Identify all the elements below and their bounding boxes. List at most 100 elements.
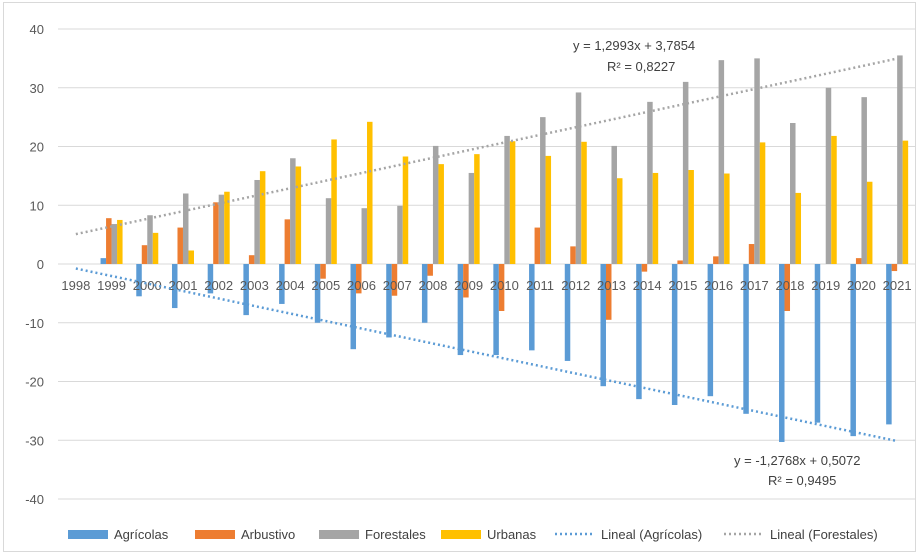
x-tick-label: 2020 xyxy=(847,278,876,293)
bar-forestales-2011 xyxy=(540,117,546,265)
legend-swatch-urbanas xyxy=(441,530,481,539)
bar-urbanas-2005 xyxy=(331,139,337,264)
bar-forestales-2007 xyxy=(397,205,403,264)
y-tick-label: 40 xyxy=(30,22,44,37)
legend-label-forestales: Forestales xyxy=(365,527,426,542)
bar-agricolas-2005 xyxy=(314,264,321,323)
x-tick-label: 2007 xyxy=(383,278,412,293)
bar-forestales-2009 xyxy=(468,172,475,264)
bar-forestales-2000 xyxy=(147,215,153,264)
x-tick-label: 2019 xyxy=(811,278,840,293)
bar-forestales-2020 xyxy=(861,97,867,265)
bar-urbanas-2013 xyxy=(616,178,623,264)
x-tick-label: 1998 xyxy=(61,278,90,293)
legend-label-urbanas: Urbanas xyxy=(487,527,537,542)
bar-agricolas-2009 xyxy=(457,264,464,356)
legend-label-agricolas: Agrícolas xyxy=(114,527,169,542)
legend-swatch-arbustivo xyxy=(195,530,235,539)
bar-urbanas-2002 xyxy=(224,191,230,264)
bar-forestales-2015 xyxy=(682,81,689,265)
trendline-forestales-r2: R² = 0,8227 xyxy=(607,59,675,74)
x-tick-label: 2011 xyxy=(526,278,554,293)
bar-urbanas-2007 xyxy=(402,156,409,264)
bar-urbanas-2003 xyxy=(259,171,266,264)
bar-arbustivo-2008 xyxy=(427,264,433,276)
bar-urbanas-2017 xyxy=(759,142,766,264)
bar-agricolas-2004 xyxy=(279,264,285,304)
bar-agricolas-2010 xyxy=(493,264,499,356)
trendline-agricolas-r2: R² = 0,9495 xyxy=(768,473,836,488)
bar-arbustivo-2021 xyxy=(891,264,898,272)
bar-agricolas-1999 xyxy=(100,258,107,265)
bar-arbustivo-2006 xyxy=(356,264,362,294)
bar-urbanas-2008 xyxy=(438,164,444,265)
bar-agricolas-2007 xyxy=(386,264,392,338)
bar-urbanas-2009 xyxy=(474,154,480,264)
bar-agricolas-2001 xyxy=(171,264,178,309)
x-tick-label: 2017 xyxy=(740,278,769,293)
trendline-agricolas-equation: y = -1,2768x + 0,5072 xyxy=(734,453,860,468)
trendlines xyxy=(75,57,898,443)
bar-arbustivo-2000 xyxy=(141,245,148,264)
bar-urbanas-2014 xyxy=(652,172,659,264)
bar-agricolas-2002 xyxy=(207,264,214,294)
bar-agricolas-2017 xyxy=(743,264,749,414)
bar-arbustivo-2017 xyxy=(748,244,755,264)
y-tick-label: -10 xyxy=(25,316,44,331)
bar-forestales-2005 xyxy=(325,198,332,264)
legend-swatch-agricolas xyxy=(68,530,108,539)
bar-arbustivo-2010 xyxy=(498,264,505,311)
x-tick-label: 2015 xyxy=(668,278,697,293)
bar-arbustivo-2007 xyxy=(391,264,398,296)
bar-forestales-2001 xyxy=(182,193,189,264)
bar-forestales-2002 xyxy=(218,194,225,264)
bar-forestales-2017 xyxy=(754,58,760,265)
bar-agricolas-2016 xyxy=(707,264,714,397)
bar-arbustivo-2011 xyxy=(534,227,541,264)
bar-urbanas-2018 xyxy=(795,192,802,264)
bar-arbustivo-2012 xyxy=(570,246,576,265)
bar-urbanas-2015 xyxy=(688,170,694,264)
bar-arbustivo-2020 xyxy=(855,258,862,265)
bar-forestales-2012 xyxy=(575,92,582,264)
y-tick-label: -20 xyxy=(25,375,44,390)
bar-urbanas-2019 xyxy=(831,135,837,264)
bar-forestales-1999 xyxy=(111,224,118,264)
bar-arbustivo-2004 xyxy=(284,219,291,264)
y-tick-label: 10 xyxy=(30,198,44,213)
bar-forestales-2016 xyxy=(718,60,725,264)
bar-forestales-2021 xyxy=(897,55,903,264)
bar-forestales-2003 xyxy=(254,179,260,264)
x-tick-label: 2021 xyxy=(883,278,912,293)
trendline-forestales-equation: y = 1,2993x + 3,7854 xyxy=(573,38,695,53)
bar-agricolas-2013 xyxy=(600,264,606,387)
bar-urbanas-2000 xyxy=(152,232,159,264)
bar-agricolas-2014 xyxy=(636,264,642,400)
x-tick-label: 2005 xyxy=(311,278,340,293)
trendline-lineal-agricolas xyxy=(75,267,898,443)
bar-agricolas-2008 xyxy=(421,264,428,323)
bar-agricolas-2012 xyxy=(564,264,571,361)
bar-agricolas-2015 xyxy=(671,264,678,405)
bar-forestales-2014 xyxy=(647,101,653,264)
x-tick-label: 2000 xyxy=(133,278,162,293)
bar-arbustivo-2018 xyxy=(784,264,791,311)
bar-forestales-2008 xyxy=(432,145,439,264)
x-tick-label: 2008 xyxy=(418,278,447,293)
bar-arbustivo-2002 xyxy=(213,202,219,264)
x-tick-label: 1999 xyxy=(97,278,126,293)
bar-agricolas-2006 xyxy=(350,264,357,350)
legend: Agrícolas Arbustivo Forestales Urbanas L… xyxy=(68,527,878,542)
x-tick-label: 2013 xyxy=(597,278,626,293)
bar-arbustivo-2003 xyxy=(248,255,255,264)
legend-swatch-forestales xyxy=(319,530,359,539)
bars xyxy=(100,55,909,443)
bar-urbanas-2004 xyxy=(295,166,302,264)
x-tick-label: 2001 xyxy=(169,278,198,293)
x-tick-label: 2003 xyxy=(240,278,269,293)
x-tick-label: 2012 xyxy=(561,278,590,293)
x-tick-label: 2006 xyxy=(347,278,376,293)
bar-arbustivo-2016 xyxy=(713,256,719,264)
bar-arbustivo-2001 xyxy=(177,227,183,264)
bar-arbustivo-2014 xyxy=(641,264,648,272)
